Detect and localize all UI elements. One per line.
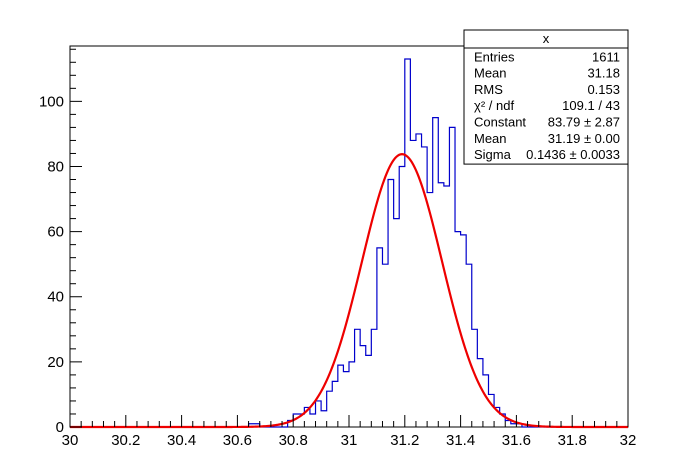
histogram-bin [511, 424, 517, 427]
histogram-bin [366, 355, 372, 427]
histogram-bin [410, 140, 416, 427]
x-tick-label: 31.2 [390, 432, 419, 449]
stats-row-value: 31.18 [587, 66, 620, 81]
axes-layer: 30 30.2 30.4 30.6 30.8 31 31.2 31.4 31.6 31.8 32 0 2… [39, 48, 637, 449]
histogram-bin [505, 420, 511, 427]
y-tick-label: 100 [39, 93, 64, 110]
stats-box-title: x [543, 31, 550, 46]
histogram-bin [321, 411, 327, 427]
x-tick-label: 31.6 [502, 432, 531, 449]
histogram-bin [388, 180, 394, 427]
y-tick-label: 80 [47, 158, 64, 175]
y-tick-label: 40 [47, 289, 64, 306]
stats-row-value: 1611 [592, 49, 620, 64]
histogram-bin [405, 59, 411, 427]
stats-row-label: χ² / ndf [474, 98, 514, 113]
x-tick-label: 31.8 [558, 432, 587, 449]
histogram-bin [327, 391, 333, 427]
y-tick-label: 60 [47, 224, 64, 241]
stats-row-value: 0.1436 ± 0.0033 [526, 147, 620, 162]
stats-row-value: 31.19 ± 0.00 [548, 131, 620, 146]
stats-box: x Entries 1611 Mean 31.18 RMS 0.153 χ² / ndf 109… [463, 29, 629, 165]
histogram-bin [349, 362, 355, 427]
x-tick-label: 30.6 [223, 432, 252, 449]
x-tick-label: 30.4 [167, 432, 196, 449]
histogram-bin [355, 329, 361, 427]
histogram-bin [394, 219, 400, 427]
histogram-bin [438, 183, 444, 427]
stats-box-frame [463, 29, 629, 165]
stats-row-label: RMS [474, 82, 503, 97]
histogram-bin [461, 235, 467, 427]
x-tick-label: 30 [62, 432, 79, 449]
histogram-bin [382, 264, 388, 427]
fit-curve-layer [70, 153, 628, 429]
histogram-bin [377, 248, 383, 427]
histogram-bin [466, 264, 472, 427]
stats-row-label: Mean [474, 66, 507, 81]
histogram-bin [427, 193, 433, 427]
histogram-bin [338, 365, 344, 427]
stats-row-value: 109.1 / 43 [562, 98, 620, 113]
gaussian-fit-curve [70, 153, 628, 429]
stats-row-label: Entries [474, 49, 515, 64]
histogram-bin [316, 401, 322, 427]
x-tick-label: 30.2 [111, 432, 140, 449]
histogram-bin [477, 359, 483, 427]
histogram-bin [371, 329, 377, 427]
histogram-bin [360, 346, 366, 427]
histogram-bin [489, 394, 495, 427]
histogram-bin [449, 127, 455, 427]
histogram-bin [444, 186, 450, 427]
stats-row-label: Mean [474, 131, 507, 146]
histogram-bin [399, 166, 405, 427]
x-tick-label: 31.4 [446, 432, 475, 449]
x-tick-label: 31 [341, 432, 358, 449]
histogram-bin [310, 414, 316, 427]
x-tick-label: 32 [620, 432, 637, 449]
histogram-bin [332, 381, 338, 427]
y-tick-label: 0 [56, 419, 64, 436]
x-tick-label: 30.8 [279, 432, 308, 449]
y-tick-label: 20 [47, 354, 64, 371]
stats-row-label: Constant [474, 115, 526, 130]
histogram-bin [343, 372, 349, 427]
stats-row-value: 83.79 ± 2.87 [548, 115, 620, 130]
histogram-bin [433, 118, 439, 427]
stats-row-value: 0.153 [587, 82, 620, 97]
stats-row-label: Sigma [474, 147, 512, 162]
